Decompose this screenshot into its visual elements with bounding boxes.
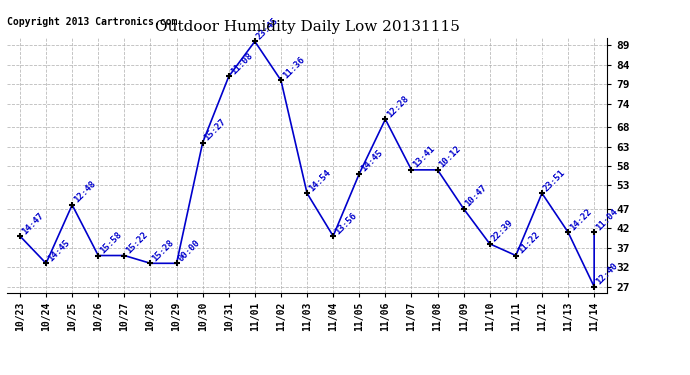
Text: 23:51: 23:51	[542, 168, 567, 193]
Text: 15:58: 15:58	[98, 230, 124, 255]
Title: Outdoor Humidity Daily Low 20131115: Outdoor Humidity Daily Low 20131115	[155, 20, 460, 33]
Text: 12:40: 12:40	[594, 261, 620, 286]
Text: 10:47: 10:47	[464, 183, 489, 209]
Text: 23:45: 23:45	[255, 16, 280, 41]
Text: 12:28: 12:28	[385, 94, 411, 119]
Text: 13:56: 13:56	[333, 211, 359, 236]
Text: 11:08: 11:08	[229, 51, 254, 76]
Text: 00:00: 00:00	[177, 238, 202, 263]
Text: 11:36: 11:36	[281, 55, 306, 80]
Text: 13:41: 13:41	[411, 144, 437, 170]
Text: 11:22: 11:22	[516, 230, 541, 255]
Text: 12:48: 12:48	[72, 180, 97, 205]
Text: 15:27: 15:27	[203, 117, 228, 142]
Text: 15:28: 15:28	[150, 238, 176, 263]
Text: 22:39: 22:39	[490, 219, 515, 244]
Text: 10:12: 10:12	[437, 144, 463, 170]
Text: 14:45: 14:45	[46, 238, 72, 263]
Text: Copyright 2013 Cartronics.com: Copyright 2013 Cartronics.com	[7, 17, 177, 27]
Text: 14:47: 14:47	[20, 211, 46, 236]
Text: 11:04: 11:04	[594, 207, 620, 232]
Text: 14:45: 14:45	[359, 148, 384, 174]
Text: 15:22: 15:22	[124, 230, 150, 255]
Text: 14:54: 14:54	[307, 168, 333, 193]
Text: 14:22: 14:22	[568, 207, 593, 232]
